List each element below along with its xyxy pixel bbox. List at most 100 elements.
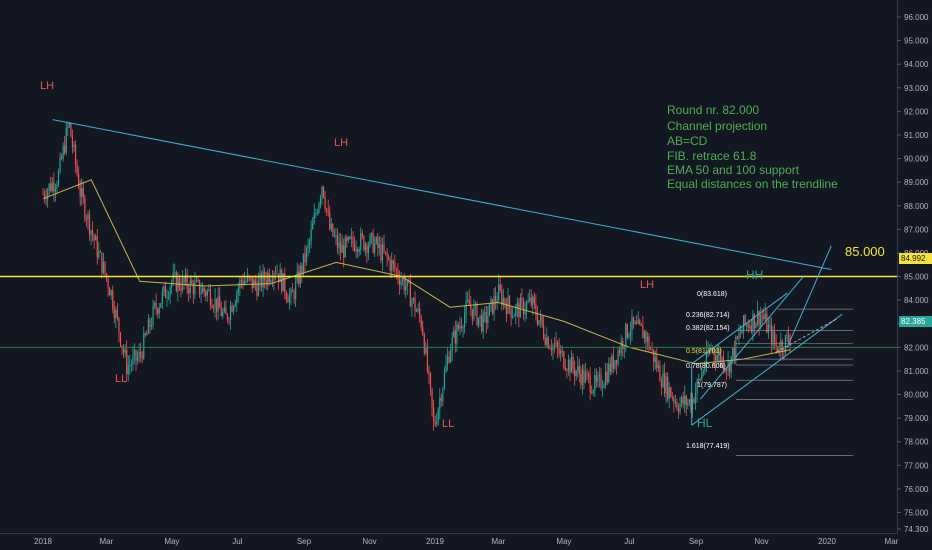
candle-body (705, 349, 707, 367)
candle-body (262, 271, 264, 288)
y-tick-label: 84.000 (904, 296, 929, 305)
candle-body (271, 280, 273, 282)
candle-body (617, 350, 619, 365)
candle-body (282, 273, 284, 292)
candle-body (566, 370, 568, 371)
candle-body (158, 307, 160, 314)
candle-body (417, 308, 419, 311)
candle-body (375, 237, 377, 243)
candle-body (191, 280, 193, 284)
candle-body (118, 317, 120, 333)
candle-body (88, 213, 91, 235)
candle-body (186, 274, 188, 289)
candle-body (626, 324, 628, 338)
candle-body (147, 319, 149, 334)
candle-body (580, 374, 582, 386)
candle-body (561, 350, 563, 352)
time-axis[interactable]: 2018 Mar May Jul Sep Nov 2019 Mar May Jul Sep Nov 20… (34, 537, 899, 546)
candle-body (668, 387, 670, 399)
fib-label-078: 0.78(80.606) (686, 363, 726, 370)
candle-body (433, 407, 435, 421)
candle-body (716, 355, 718, 361)
swing-label-lh-2: LH (334, 137, 348, 149)
candle-body (532, 296, 534, 306)
candle-body (231, 305, 233, 312)
candle-body (605, 371, 607, 385)
candle-body (220, 308, 222, 317)
candle-body (434, 420, 436, 425)
candle-body (553, 345, 556, 347)
candle-body (236, 293, 238, 304)
candle-body (305, 248, 308, 263)
candle-body (228, 319, 230, 321)
candle-body (214, 298, 216, 309)
candle-body (696, 380, 698, 393)
candle-body (578, 366, 580, 375)
fib-label-1: 1(79.787) (697, 382, 727, 389)
candle-body (240, 279, 242, 281)
candle-body (589, 375, 591, 393)
candle-body (93, 235, 95, 241)
candle-body (456, 324, 458, 344)
candle-body (304, 253, 306, 263)
candle-body (690, 399, 692, 410)
candle-body (285, 293, 287, 299)
candle-body (574, 368, 576, 376)
candle-body (360, 233, 362, 250)
candle-body (265, 280, 267, 284)
candle-body (209, 289, 211, 306)
candle-body (490, 298, 492, 304)
candle-body (738, 333, 740, 339)
candle-body (312, 223, 314, 230)
candle-body (736, 336, 738, 339)
candle-body (431, 388, 433, 408)
candle-body (167, 296, 170, 298)
candle-body (530, 297, 532, 306)
candle-body (614, 360, 616, 369)
candle-body (366, 244, 368, 254)
candle-body (358, 249, 360, 252)
candle-body (386, 251, 388, 258)
candle-body (481, 315, 483, 332)
candle-body (174, 272, 176, 274)
note-line-3: AB=CD (667, 134, 708, 148)
candle-body (422, 327, 424, 335)
y-tick-label: 85.000 (904, 273, 929, 282)
candle-body (270, 280, 272, 283)
candle-body (651, 349, 653, 351)
candle-body (307, 244, 309, 249)
candle-body (288, 295, 291, 303)
candle-body (321, 186, 323, 198)
candle-body (648, 336, 650, 350)
candle-body (371, 233, 373, 236)
candle-body (132, 355, 134, 365)
candle-body (539, 316, 542, 321)
candle-body (519, 298, 521, 318)
candle-body (216, 298, 218, 312)
candle-body (346, 237, 348, 241)
ema-line (42, 179, 791, 365)
candle-body (155, 302, 157, 309)
candle-body (725, 369, 728, 371)
y-tick-label: 89.000 (904, 178, 929, 187)
candle-body (442, 388, 444, 402)
candle-body (637, 320, 639, 324)
candle-body (699, 378, 701, 380)
candle-body (600, 374, 602, 389)
candle-body (499, 284, 501, 291)
candle-body (440, 398, 442, 402)
candle-body (293, 292, 295, 299)
candle-body (515, 306, 517, 316)
candle-body (64, 145, 66, 153)
candle-body (414, 297, 416, 312)
candle-body (268, 273, 270, 283)
candle-body (460, 325, 463, 329)
candle-body (488, 303, 490, 317)
candle-body (372, 233, 374, 253)
note-line-6: Equal distances on the trendline (667, 177, 838, 191)
candle-body (464, 313, 466, 328)
candle-body (344, 237, 346, 258)
candle-body (119, 332, 122, 346)
swing-label-hl: HL (697, 416, 713, 430)
